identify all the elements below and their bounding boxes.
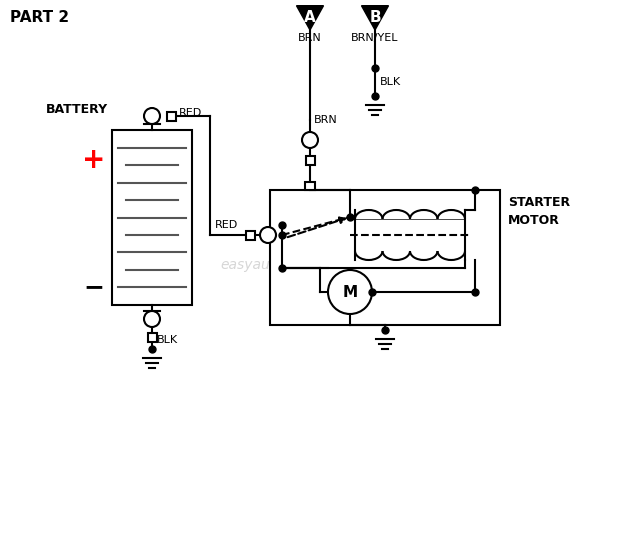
Text: BRN: BRN — [298, 33, 322, 43]
Text: RED: RED — [179, 108, 202, 118]
Text: BRN/YEL: BRN/YEL — [351, 33, 399, 43]
Bar — [112, 130, 192, 305]
Bar — [305, 182, 315, 190]
Circle shape — [144, 311, 160, 327]
Text: +: + — [82, 146, 106, 174]
Text: −: − — [83, 275, 104, 299]
Bar — [166, 111, 176, 120]
Text: MOTOR: MOTOR — [508, 213, 560, 226]
Polygon shape — [362, 6, 389, 30]
Bar — [245, 231, 255, 240]
Circle shape — [260, 227, 276, 243]
Bar — [305, 156, 315, 165]
Circle shape — [328, 270, 372, 314]
Circle shape — [302, 132, 318, 148]
Text: BRN: BRN — [314, 115, 338, 125]
Text: BATTERY: BATTERY — [46, 103, 108, 116]
Text: M: M — [342, 284, 358, 300]
Text: B: B — [369, 10, 381, 25]
Text: STARTER: STARTER — [508, 195, 570, 208]
Polygon shape — [297, 6, 323, 30]
Text: PART 2: PART 2 — [10, 10, 69, 25]
Text: BLK: BLK — [380, 77, 401, 87]
Circle shape — [144, 108, 160, 124]
Text: easyautodiagnostics.com: easyautodiagnostics.com — [221, 258, 397, 272]
Bar — [270, 190, 500, 325]
Text: BLK: BLK — [157, 335, 178, 345]
Text: RED: RED — [215, 220, 239, 230]
Bar — [148, 333, 156, 342]
Text: A: A — [304, 10, 316, 25]
